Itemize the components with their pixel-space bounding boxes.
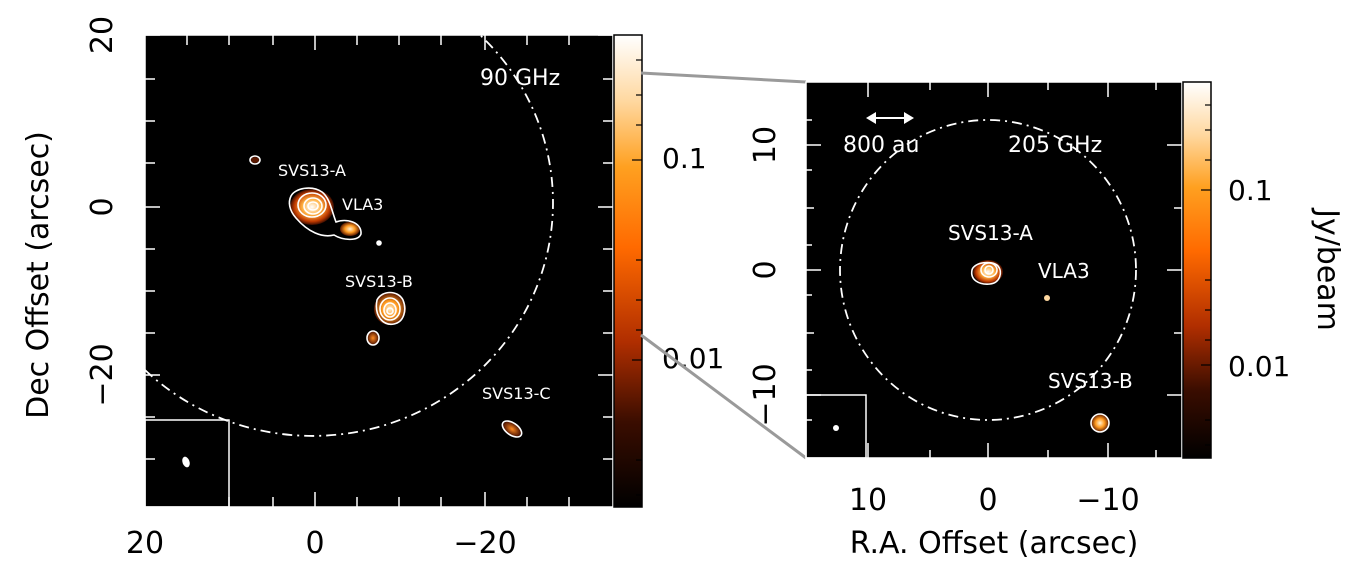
- right-label-svs13a: SVS13-A: [948, 221, 1033, 245]
- vla3-emission: [340, 222, 360, 236]
- right-xlabel: R.A. Offset (arcsec): [850, 526, 1139, 561]
- right-ytick-neg10: −10: [748, 363, 783, 426]
- right-cbar-label-0.01: 0.01: [1228, 350, 1290, 383]
- small-source-2: [251, 157, 259, 163]
- right-svs13b-emission: [1091, 414, 1109, 432]
- left-ytick-20: 20: [85, 16, 120, 54]
- right-xtick-0: 0: [978, 483, 997, 518]
- right-xtick-neg10: −10: [1076, 483, 1139, 518]
- right-ytick-10: 10: [748, 126, 783, 164]
- zoom-connector-bottom: [640, 333, 807, 460]
- left-ytick-0: 0: [85, 197, 120, 216]
- scale-bar: [866, 112, 914, 124]
- right-label-vla3: VLA3: [1038, 259, 1090, 283]
- left-frequency-label: 90 GHz: [480, 66, 560, 91]
- left-label-svs13a: SVS13-A: [278, 161, 346, 180]
- left-label-svs13c: SVS13-C: [482, 384, 551, 403]
- right-panel: 800 au 205 GHz SVS13-A VLA3 SVS13-B 10 0…: [748, 81, 1345, 561]
- left-xtick-0: 0: [305, 526, 324, 561]
- zoom-connector-top: [640, 71, 807, 84]
- right-frequency-label: 205 GHz: [1008, 133, 1102, 158]
- right-ticks: [805, 81, 1183, 459]
- right-xtick-10: 10: [849, 483, 887, 518]
- left-label-vla3: VLA3: [342, 195, 383, 214]
- left-beam-ellipse: [182, 456, 190, 468]
- right-vla3-emission: [1044, 295, 1050, 301]
- left-colorbar: [613, 34, 643, 508]
- left-xtick-20: 20: [126, 526, 164, 561]
- right-colorbar-ticks: [1201, 104, 1211, 446]
- left-panel: 90 GHz SVS13-A VLA3 SVS13-B SVS13-C 20 0…: [21, 16, 724, 561]
- left-xtick-neg20: −20: [453, 526, 516, 561]
- right-cbar-label-0.1: 0.1: [1228, 174, 1273, 207]
- left-primary-beam: [144, 34, 554, 437]
- right-beam-ellipse: [833, 425, 839, 431]
- right-label-svs13b: SVS13-B: [1048, 369, 1133, 393]
- left-ytick-neg20: −20: [85, 343, 120, 406]
- right-contours: [970, 261, 1110, 433]
- right-ytick-0: 0: [748, 260, 783, 279]
- left-cbar-label-0.1: 0.1: [662, 142, 707, 175]
- svs13b-emission: [374, 293, 406, 325]
- small-source-1: [367, 331, 379, 345]
- left-ylabel: Dec Offset (arcsec): [21, 131, 56, 419]
- left-colorbar-ticks: [632, 59, 642, 496]
- left-ticks: [144, 34, 614, 508]
- left-label-svs13b: SVS13-B: [345, 272, 413, 291]
- right-primary-beam: [839, 119, 1137, 421]
- left-contours: [249, 155, 523, 438]
- scale-bar-label: 800 au: [843, 133, 919, 158]
- colorbar-unit-label: Jy/beam: [1310, 207, 1345, 331]
- right-colorbar: [1182, 81, 1212, 459]
